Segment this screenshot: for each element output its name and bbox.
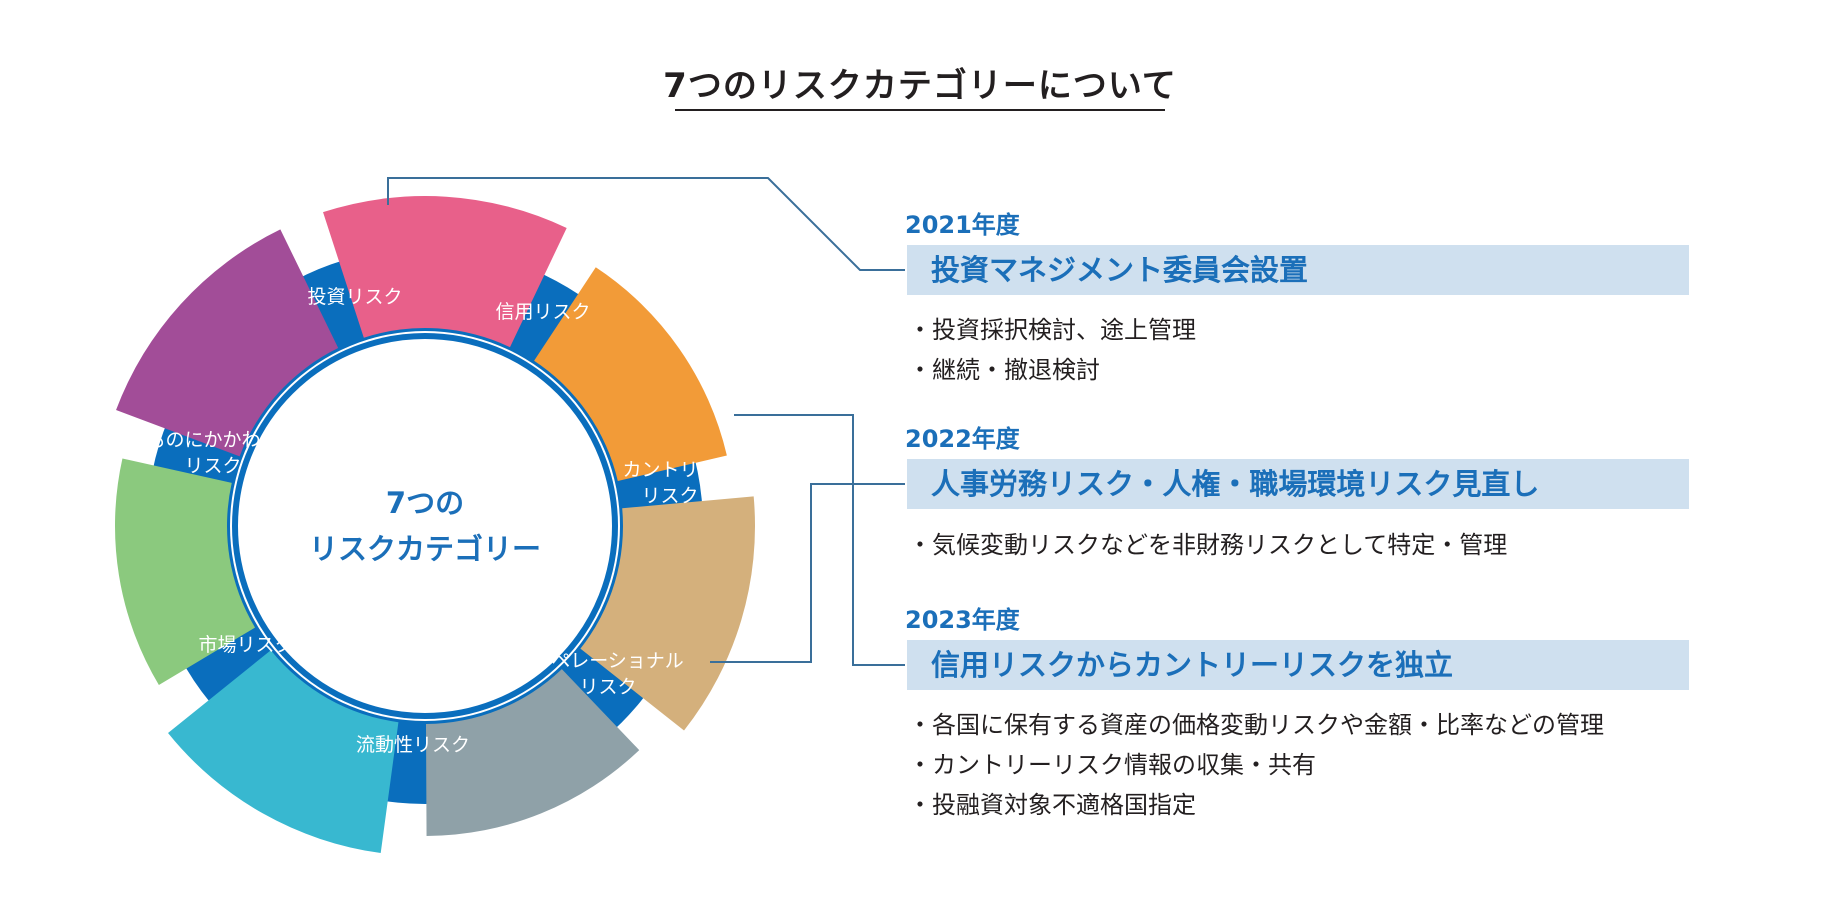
segment-label-investment-risk: 投資リスク (307, 284, 402, 310)
segment-label-line: リスク (184, 455, 242, 477)
center-label-line-2: リスクカテゴリー (308, 532, 542, 566)
segment-operational (425, 669, 640, 836)
connector-2023 (710, 483, 905, 663)
connector-lines (387, 177, 905, 666)
segment-label-line: 流動性リスク (355, 734, 471, 756)
year-2023: 2023年度 (905, 606, 1020, 634)
wheel-hub-border (232, 333, 618, 719)
segment-label-market-risk: 市場リスク (198, 632, 293, 658)
segment-label-line: ものにかかわる (146, 429, 280, 451)
bullet-item: 継続・撤退検討 (908, 350, 1196, 390)
heading-2022: 人事労務リスク・人権・職場環境リスク見直し (931, 467, 1540, 501)
title-underline (675, 109, 1165, 111)
heading-band-2022: 人事労務リスク・人権・職場環境リスク見直し (907, 459, 1689, 509)
year-2022: 2022年度 (905, 425, 1020, 453)
segment-label-goods-risk: ものにかかわる リスク (146, 427, 279, 479)
segment-label-operational-risk: オペレーショナル リスク (532, 648, 684, 700)
bullet-item: 投資採択検討、途上管理 (908, 310, 1196, 350)
center-label-line-1: 7つの (385, 486, 465, 520)
heading-2023: 信用リスクからカントリーリスクを独立 (931, 648, 1454, 682)
heading-2021: 投資マネジメント委員会設置 (931, 253, 1309, 287)
segment-label-line: 投資リスク (307, 286, 403, 308)
bullet-list-2023: 各国に保有する資産の価格変動リスクや金額・比率などの管理 カントリーリスク情報の… (908, 705, 1604, 825)
segment-goods (116, 229, 339, 457)
segment-credit (534, 267, 727, 481)
segment-investment (323, 196, 567, 348)
segment-label-line: リスク (579, 676, 637, 698)
segment-label-line: 市場リスク (198, 634, 294, 656)
bullet-list-2021: 投資採択検討、途上管理 継続・撤退検討 (908, 310, 1196, 390)
wheel-hub (230, 331, 620, 721)
connector-2021 (387, 177, 905, 271)
bullet-item: カントリーリスク情報の収集・共有 (908, 745, 1604, 785)
connector-2022 (734, 414, 905, 666)
bullet-item: 各国に保有する資産の価格変動リスクや金額・比率などの管理 (908, 705, 1604, 745)
bullet-list-2022: 気候変動リスクなどを非財務リスクとして特定・管理 (908, 525, 1507, 565)
segment-country (580, 496, 755, 731)
heading-band-2023: 信用リスクからカントリーリスクを独立 (907, 640, 1689, 690)
segment-label-line: 信用リスク (495, 301, 591, 323)
wheel-center-label: 7つの リスクカテゴリー (309, 480, 541, 572)
year-2021: 2021年度 (905, 211, 1020, 239)
segment-label-line: リスク (641, 485, 699, 507)
segment-label-country-risk: カントリー リスク (622, 457, 717, 509)
segment-label-credit-risk: 信用リスク (495, 299, 590, 325)
heading-band-2021: 投資マネジメント委員会設置 (907, 245, 1689, 295)
segment-market (115, 458, 256, 685)
segment-label-line: カントリー (622, 459, 718, 481)
segment-label-liquidity-risk: 流動性リスク (356, 732, 470, 758)
bullet-item: 投融資対象不適格国指定 (908, 785, 1604, 825)
bullet-item: 気候変動リスクなどを非財務リスクとして特定・管理 (908, 525, 1507, 565)
segment-label-line: オペレーショナル (532, 650, 684, 672)
page-title: 7つのリスクカテゴリーについて (663, 66, 1177, 106)
segment-liquidity (168, 650, 399, 854)
